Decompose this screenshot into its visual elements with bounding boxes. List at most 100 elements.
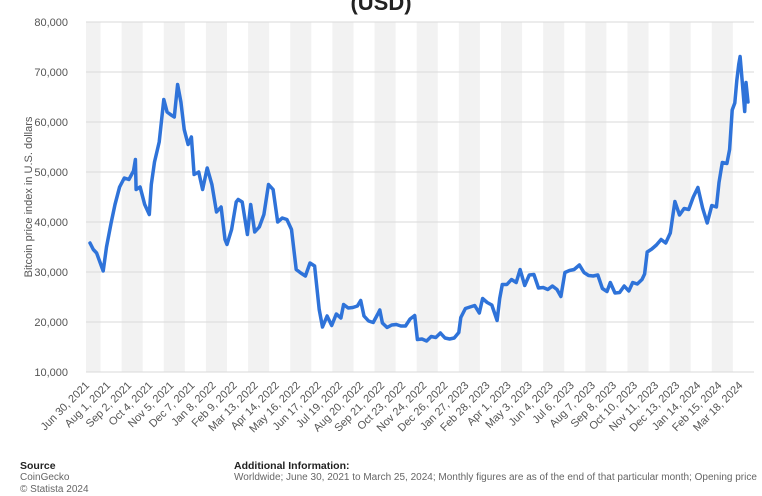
data-point[interactable]: [687, 208, 690, 211]
data-point[interactable]: [281, 217, 284, 219]
data-point[interactable]: [153, 161, 156, 163]
data-point[interactable]: [163, 98, 165, 101]
data-point[interactable]: [193, 173, 195, 176]
data-point[interactable]: [249, 203, 252, 206]
data-point[interactable]: [631, 281, 634, 284]
data-point[interactable]: [356, 305, 359, 307]
data-point[interactable]: [379, 309, 381, 311]
data-point[interactable]: [150, 183, 153, 186]
data-point[interactable]: [187, 143, 189, 146]
data-point[interactable]: [430, 335, 433, 338]
data-point[interactable]: [176, 83, 179, 86]
data-point[interactable]: [300, 272, 302, 274]
data-point[interactable]: [478, 312, 481, 314]
data-point[interactable]: [313, 265, 316, 267]
data-point[interactable]: [587, 274, 590, 277]
data-point[interactable]: [416, 338, 419, 341]
data-point[interactable]: [425, 340, 428, 342]
data-point[interactable]: [381, 322, 384, 324]
data-point[interactable]: [169, 113, 172, 116]
data-point[interactable]: [286, 218, 288, 221]
data-point[interactable]: [148, 213, 151, 216]
data-point[interactable]: [253, 231, 256, 233]
data-point[interactable]: [469, 306, 471, 308]
data-point[interactable]: [390, 324, 393, 326]
data-point[interactable]: [435, 336, 437, 339]
data-point[interactable]: [739, 55, 741, 58]
data-point[interactable]: [486, 301, 489, 304]
data-point[interactable]: [246, 233, 249, 236]
data-point[interactable]: [641, 278, 643, 281]
data-point[interactable]: [237, 198, 239, 201]
data-point[interactable]: [568, 269, 571, 272]
data-point[interactable]: [224, 238, 226, 241]
data-point[interactable]: [263, 213, 265, 216]
data-point[interactable]: [669, 232, 672, 234]
data-point[interactable]: [183, 128, 185, 131]
data-point[interactable]: [674, 200, 676, 203]
data-point[interactable]: [166, 111, 168, 113]
data-point[interactable]: [118, 186, 121, 188]
data-point[interactable]: [592, 275, 594, 277]
data-point[interactable]: [734, 102, 736, 104]
data-point[interactable]: [628, 290, 630, 292]
data-point[interactable]: [359, 299, 362, 302]
data-point[interactable]: [747, 101, 749, 103]
data-point[interactable]: [230, 228, 233, 231]
data-point[interactable]: [158, 141, 160, 143]
data-point[interactable]: [738, 63, 740, 65]
data-point[interactable]: [623, 285, 625, 287]
data-point[interactable]: [105, 246, 108, 248]
data-point[interactable]: [95, 252, 98, 254]
data-point[interactable]: [564, 271, 566, 274]
data-point[interactable]: [448, 338, 451, 340]
data-point[interactable]: [706, 222, 708, 224]
data-point[interactable]: [515, 281, 517, 284]
data-point[interactable]: [743, 110, 746, 113]
data-point[interactable]: [326, 315, 328, 317]
data-point[interactable]: [692, 196, 695, 198]
data-point[interactable]: [377, 313, 379, 315]
data-point[interactable]: [547, 288, 549, 291]
data-point[interactable]: [276, 221, 279, 223]
data-point[interactable]: [523, 284, 526, 287]
data-point[interactable]: [578, 264, 581, 266]
data-point[interactable]: [134, 158, 137, 161]
data-point[interactable]: [636, 283, 639, 285]
data-point[interactable]: [528, 274, 531, 276]
data-point[interactable]: [318, 308, 321, 311]
data-point[interactable]: [352, 306, 354, 309]
data-point[interactable]: [110, 222, 112, 224]
data-point[interactable]: [439, 332, 442, 334]
data-point[interactable]: [551, 285, 554, 287]
data-point[interactable]: [501, 283, 504, 286]
data-point[interactable]: [123, 177, 126, 179]
data-point[interactable]: [386, 326, 388, 329]
data-point[interactable]: [304, 275, 307, 277]
data-point[interactable]: [726, 162, 728, 165]
data-point[interactable]: [295, 268, 298, 271]
data-point[interactable]: [473, 304, 476, 307]
data-point[interactable]: [173, 116, 176, 118]
data-point[interactable]: [731, 109, 733, 111]
data-point[interactable]: [132, 170, 135, 172]
data-point[interactable]: [220, 206, 222, 208]
data-point[interactable]: [533, 273, 535, 276]
data-point[interactable]: [481, 297, 484, 300]
data-point[interactable]: [728, 148, 731, 151]
data-point[interactable]: [413, 314, 416, 317]
data-point[interactable]: [491, 304, 493, 306]
data-point[interactable]: [335, 313, 338, 315]
data-point[interactable]: [506, 283, 508, 286]
data-point[interactable]: [404, 325, 407, 327]
data-point[interactable]: [201, 188, 204, 191]
data-point[interactable]: [597, 274, 599, 276]
data-point[interactable]: [573, 268, 575, 271]
data-point[interactable]: [651, 248, 653, 250]
data-point[interactable]: [643, 273, 646, 275]
data-point[interactable]: [211, 183, 213, 186]
data-point[interactable]: [460, 316, 462, 319]
data-point[interactable]: [496, 319, 498, 322]
data-point[interactable]: [258, 226, 261, 228]
data-point[interactable]: [537, 287, 540, 289]
